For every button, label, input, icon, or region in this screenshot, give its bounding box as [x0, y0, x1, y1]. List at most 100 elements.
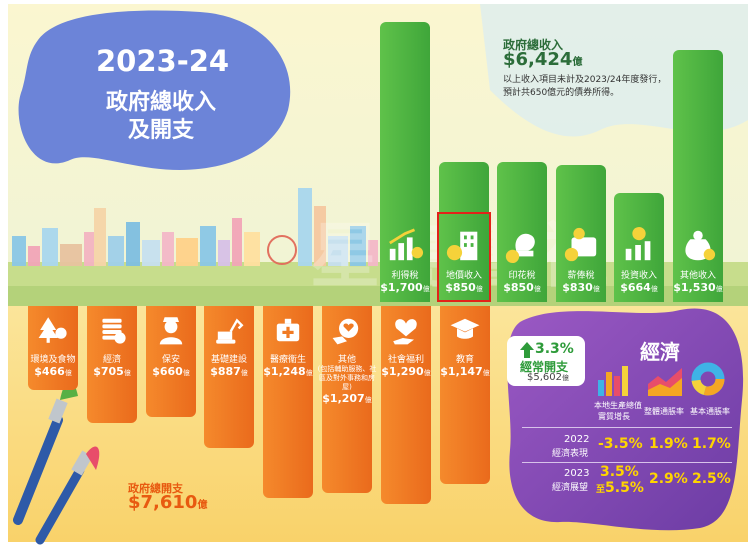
econ-row2-headline: 2.9%: [649, 471, 688, 487]
expenditure-total-amount: $7,610: [128, 492, 198, 513]
title-line2: 及開支: [128, 118, 195, 143]
expenditure-bar-6-category: 社會福利: [387, 355, 424, 365]
recurrent-growth: 3.3%: [535, 341, 574, 357]
revenue-bar-4-label: 投資收入 $664億: [609, 268, 669, 296]
econ-col-underlying: 基本通脹率: [690, 407, 730, 416]
revenue-bar-1-label: 地價收入 $850億: [434, 268, 494, 296]
title-blob: [18, 10, 291, 171]
revenue-total-unit: 億: [572, 57, 583, 68]
expenditure-bar-4-unit: 億: [305, 369, 313, 377]
revenue-bar-0-category: 利得稅: [391, 271, 419, 281]
expenditure-bar-3-unit: 億: [240, 369, 248, 377]
expenditure-total-label: 政府總開支: [128, 482, 183, 495]
econ-row2-range-end: 5.5%: [605, 480, 644, 496]
title-line1: 政府總收入: [106, 90, 217, 115]
recurrent-value: $5,602億: [527, 372, 569, 383]
wallet-coin-icon: [564, 227, 597, 262]
revenue-bar-0-value: $1,700億: [380, 281, 430, 294]
expenditure-bar-2-unit: 億: [182, 369, 190, 377]
expenditure-bar-2-value: $660億: [152, 365, 190, 378]
revenue-note-line2: 預計共650億元的債券所得。: [503, 88, 620, 98]
expenditure-bar-4-label: 醫療衞生 $1,248億: [258, 352, 318, 380]
revenue-bar-0-unit: 億: [422, 285, 430, 293]
econ-row2-underlying: 2.5%: [692, 471, 731, 487]
revenue-total-amount: $6,424: [503, 49, 573, 70]
recurrent-unit: 億: [562, 374, 569, 382]
expenditure-bar-1-unit: 億: [123, 369, 131, 377]
revenue-bar-5-category: 其他收入: [679, 271, 716, 281]
expenditure-bar-6-unit: 億: [423, 369, 431, 377]
expenditure-bar-0: [28, 306, 78, 391]
expenditure-bar-6-value: $1,290億: [381, 365, 431, 378]
expenditure-bar-5-unit: 億: [364, 396, 372, 404]
expenditure-total-unit: 億: [197, 500, 208, 511]
expenditure-bar-7-label: 教育 $1,147億: [435, 352, 495, 380]
econ-col-headline: 整體通脹率: [644, 407, 684, 416]
expenditure-bar-2-label: 保安 $660億: [141, 352, 201, 380]
revenue-bar-4-unit: 億: [650, 285, 658, 293]
police-icon: [159, 317, 183, 345]
revenue-bar-4-category: 投資收入: [620, 271, 657, 281]
heart-hand-icon: [393, 319, 417, 345]
revenue-bar-5-value: $1,530億: [673, 281, 723, 294]
expenditure-bar-5-note: (包括輔助服務、社區及對外事務和房屋): [317, 365, 377, 391]
expenditure-bar-3: [204, 306, 254, 449]
expenditure-bar-1-category: 經濟: [102, 355, 121, 365]
revenue-total-value: $6,424億: [503, 49, 582, 70]
expenditure-bar-0-label: 環境及食物 $466億: [23, 352, 83, 380]
paintbrush-icon: [13, 380, 100, 545]
revenue-bar-5: [673, 50, 723, 302]
expenditure-bar-2-category: 保安: [161, 355, 180, 365]
revenue-bar-3-unit: 億: [592, 285, 600, 293]
area-chart-icon: [648, 368, 682, 396]
econ-row2-range-prefix: 至: [596, 485, 606, 495]
expenditure-bar-3-value: $887億: [210, 365, 248, 378]
revenue-bar-2-label: 印花稅 $850億: [492, 268, 552, 296]
up-arrow-icon: [520, 342, 534, 358]
econ-divider-2: [522, 462, 732, 463]
revenue-bar-3-category: 薪俸稅: [567, 271, 595, 281]
econ-row2-gdp: 3.5%: [600, 464, 639, 480]
expenditure-bar-6-label: 社會福利 $1,290億: [376, 352, 436, 380]
recurrent-expenditure-box: [507, 336, 585, 386]
econ-row2-year: 2023: [564, 468, 590, 479]
recurrent-label: 經常開支: [520, 360, 569, 374]
revenue-bar-5-label: 其他收入 $1,530億: [668, 268, 728, 296]
expenditure-bar-0-category: 環境及食物: [30, 355, 76, 365]
revenue-bar-2-value: $850億: [503, 281, 541, 294]
revenue-bar-0-label: 利得稅 $1,700億: [375, 268, 435, 296]
money-bag-icon: [685, 230, 716, 261]
economy-title: 經濟: [640, 340, 680, 364]
econ-col-gdp-line2: 實質增長: [598, 412, 630, 421]
coin-chart-icon: [625, 226, 651, 261]
graduation-cap-icon: [450, 318, 480, 339]
revenue-bar-3-label: 薪俸稅 $830億: [551, 268, 611, 296]
revenue-bar-4-value: $664億: [620, 281, 658, 294]
excavator-icon: [216, 318, 244, 344]
expenditure-bar-4-value: $1,248億: [263, 365, 313, 378]
expenditure-total-value: $7,610億: [128, 492, 207, 513]
econ-row1-year: 2022: [564, 434, 590, 445]
revenue-total-label: 政府總收入: [503, 38, 564, 52]
econ-row1-gdp: -3.5%: [598, 436, 643, 452]
rising-bars-icon: [389, 228, 424, 261]
econ-row2-label: 經濟展望: [552, 483, 589, 493]
revenue-bar-5-unit: 億: [715, 285, 723, 293]
city-skyline: [12, 188, 378, 266]
revenue-bar-2-unit: 億: [533, 285, 541, 293]
hand-heart-icon: [332, 318, 359, 345]
building-coin-icon: [446, 231, 478, 261]
coin-stamp-icon: [505, 233, 535, 264]
expenditure-bar-3-label: 基礎建設 $887億: [199, 352, 259, 380]
expenditure-bar-3-category: 基礎建設: [210, 355, 247, 365]
expenditure-bar-5-value: $1,207億: [322, 392, 372, 405]
revenue-bar-2: [497, 162, 547, 302]
expenditure-bar-4-category: 醫療衞生: [269, 355, 306, 365]
donut-chart-icon: [691, 362, 725, 396]
expenditure-bar-1-label: 經濟 $705億: [82, 352, 142, 380]
revenue-bar-1-value: $850億: [445, 281, 483, 294]
revenue-bar-1-unit: 億: [475, 285, 483, 293]
highlight-box: [437, 212, 491, 302]
econ-row1-label: 經濟表現: [552, 449, 589, 459]
